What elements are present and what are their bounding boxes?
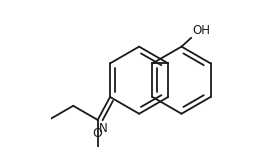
Text: O: O <box>93 127 103 140</box>
Text: OH: OH <box>192 24 210 37</box>
Text: N: N <box>99 122 107 135</box>
